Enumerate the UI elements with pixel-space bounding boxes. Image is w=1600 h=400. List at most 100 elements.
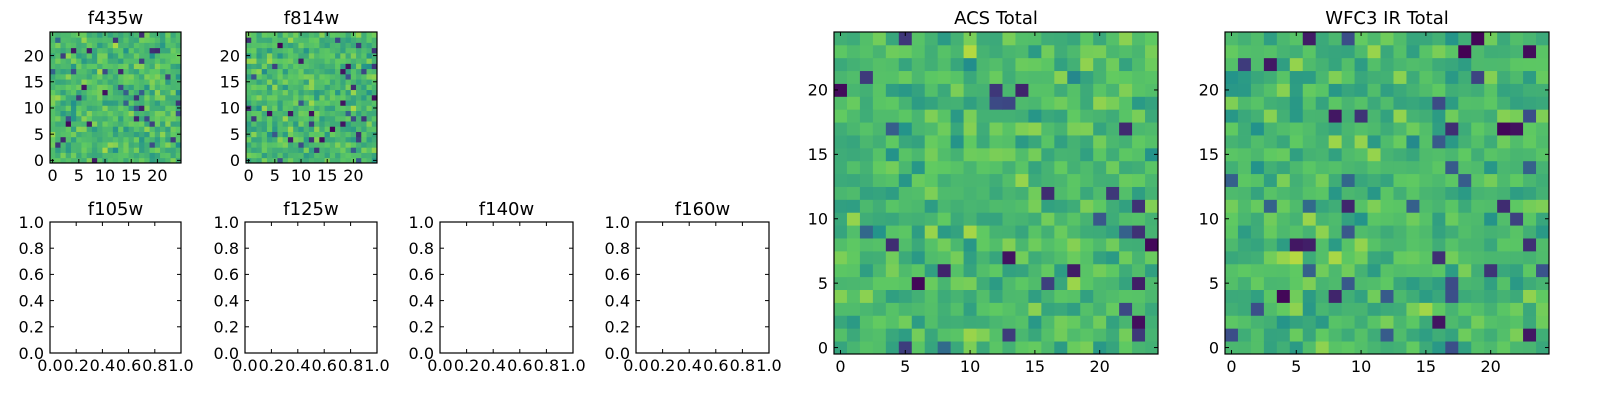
heatmap-cell: [70, 32, 77, 38]
heatmap-cell: [314, 110, 320, 117]
heatmap-cell: [70, 121, 77, 127]
heatmap-cell: [1432, 250, 1446, 265]
heatmap-cell: [1393, 160, 1407, 175]
heatmap-cell: [1393, 238, 1407, 252]
heatmap-cell: [1276, 328, 1291, 342]
heatmap-cell: [859, 83, 874, 97]
heatmap-cell: [266, 84, 273, 91]
heatmap-cell: [859, 315, 874, 329]
heatmap-cell: [139, 147, 145, 153]
heatmap-cell: [1093, 160, 1107, 175]
heatmap-cell: [261, 37, 268, 43]
heatmap-cell: [898, 109, 913, 123]
heatmap-cell: [50, 121, 56, 127]
heatmap-cell: [165, 136, 171, 143]
heatmap-cell: [1054, 32, 1068, 46]
heatmap-cell: [950, 186, 964, 200]
heatmap-cell: [846, 328, 861, 342]
heatmap-cell: [1328, 147, 1343, 162]
heatmap-cell: [872, 328, 887, 342]
heatmap-cell: [170, 142, 177, 148]
heatmap-cell: [1041, 173, 1055, 187]
heatmap-cell: [256, 73, 263, 80]
heatmap-cell: [1289, 289, 1304, 303]
heatmap-cell: [1471, 263, 1485, 278]
heatmap-cell: [350, 42, 357, 49]
heatmap-cell: [81, 32, 88, 38]
heatmap-cell: [924, 70, 939, 84]
heatmap-cell: [1054, 96, 1068, 110]
heatmap-cell: [1484, 32, 1498, 46]
heatmap-cell: [1225, 341, 1239, 355]
heatmap-cell: [340, 42, 346, 49]
heatmap-cell: [97, 89, 103, 96]
heatmap-cell: [1067, 315, 1081, 329]
heatmap-cell: [329, 147, 336, 153]
heatmap-cell: [1367, 70, 1381, 84]
heatmap-cell: [170, 32, 177, 38]
heatmap-cell: [123, 147, 129, 153]
heatmap-cell: [165, 89, 171, 96]
heatmap-cell: [112, 105, 119, 111]
heatmap-cell: [989, 32, 1003, 46]
heatmap-cell: [950, 250, 964, 265]
heatmap-cell: [256, 84, 263, 91]
heatmap-cell: [298, 110, 305, 117]
heatmap-cell: [81, 63, 88, 70]
heatmap-cell: [1237, 212, 1252, 226]
heatmap-cell: [872, 57, 887, 72]
heatmap-cell: [1106, 109, 1120, 123]
heatmap-cell: [308, 68, 315, 75]
heatmap-cell: [287, 58, 294, 64]
heatmap-cell: [324, 100, 331, 106]
heatmap-cell: [277, 115, 284, 122]
heatmap-cell: [1302, 302, 1317, 316]
heatmap-cell: [1419, 135, 1433, 149]
heatmap-cell: [950, 147, 964, 162]
heatmap-cell: [1354, 341, 1368, 355]
heatmap-cell: [128, 152, 135, 159]
heatmap-cell: [324, 63, 331, 70]
heatmap-cell: [277, 58, 284, 64]
heatmap-cell: [112, 73, 119, 80]
heatmap-cell: [112, 52, 119, 59]
heatmap-cell: [859, 147, 874, 162]
heatmap-cell: [76, 84, 82, 91]
heatmap-cell: [1002, 238, 1016, 252]
heatmap-cell: [1380, 173, 1394, 187]
heatmap-cell: [266, 121, 273, 127]
heatmap-cell: [50, 42, 56, 49]
heatmap-cell: [165, 32, 171, 38]
heatmap-cell: [1445, 173, 1459, 187]
heatmap-cell: [1054, 212, 1068, 226]
heatmap-cell: [81, 121, 88, 127]
heatmap-cell: [86, 94, 93, 101]
heatmap-cell: [319, 115, 325, 122]
heatmap-cell: [1497, 250, 1511, 265]
heatmap-cell: [1237, 225, 1252, 239]
heatmap-cell: [1445, 135, 1459, 149]
heatmap-cell: [1419, 96, 1433, 110]
heatmap-cell: [371, 37, 378, 43]
heatmap-cell: [308, 126, 315, 132]
heatmap-cell: [160, 136, 166, 143]
heatmap-cell: [175, 126, 182, 132]
heatmap-cell: [1302, 225, 1317, 239]
heatmap-cell: [65, 152, 72, 159]
x-tick-label: 0.6: [311, 356, 336, 375]
heatmap-cell: [1237, 173, 1252, 187]
heatmap-cell: [950, 199, 964, 213]
heatmap-cell: [1367, 135, 1381, 149]
heatmap-cell: [298, 68, 305, 75]
heatmap-cell: [1458, 199, 1472, 213]
plot-area-f125w: 0.0 0.2 0.4 0.6 0.8 1.00.00.20.40.60.81.0: [214, 213, 390, 375]
heatmap-cell: [133, 32, 140, 38]
heatmap-cell: [324, 37, 331, 43]
heatmap-cell: [81, 79, 88, 85]
heatmap-cell: [371, 115, 378, 122]
heatmap-cell: [1250, 276, 1265, 290]
heatmap-cell: [1237, 263, 1252, 278]
heatmap-cell: [950, 122, 964, 136]
heatmap-cell: [1354, 250, 1368, 265]
heatmap-cell: [366, 121, 373, 127]
